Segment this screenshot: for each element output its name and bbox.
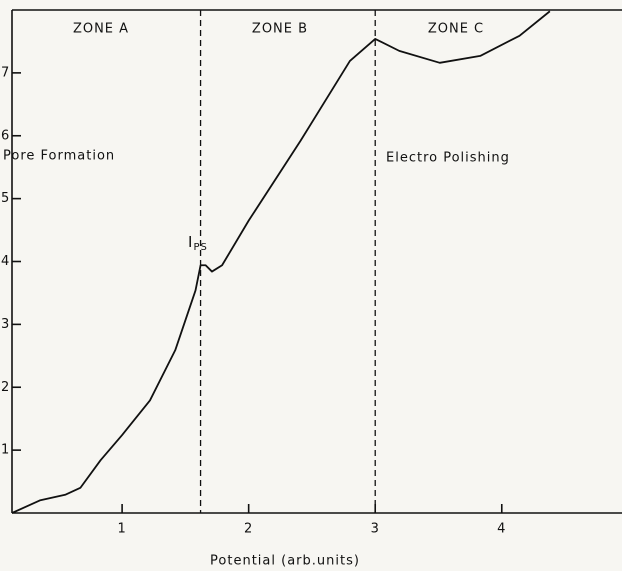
x-tick-label: 4 (497, 522, 506, 537)
zone-label: ZONE C (428, 22, 484, 37)
region-label: Electro Polishing (386, 151, 510, 166)
x-tick-label: 1 (117, 522, 126, 537)
region-label: Pore Formation (3, 149, 115, 164)
page: Potential (arb.units) ZONE A ZONE B ZONE… (0, 0, 622, 571)
y-tick-label: 5 (1, 191, 10, 206)
y-tick-label: 4 (1, 254, 10, 269)
y-tick-label: 6 (1, 128, 10, 143)
x-axis-label: Potential (arb.units) (210, 554, 360, 569)
y-tick-label: 3 (1, 317, 10, 332)
peak-label: IPS (188, 233, 208, 254)
y-tick-label: 7 (1, 65, 10, 80)
zone-label: ZONE B (252, 22, 308, 37)
y-tick-label: 1 (1, 443, 10, 458)
curve (12, 11, 550, 513)
zone-label: ZONE A (73, 22, 129, 37)
y-tick-label: 2 (1, 380, 10, 395)
x-tick-label: 3 (371, 522, 380, 537)
x-tick-label: 2 (244, 522, 253, 537)
chart: Potential (arb.units) ZONE A ZONE B ZONE… (0, 0, 622, 571)
